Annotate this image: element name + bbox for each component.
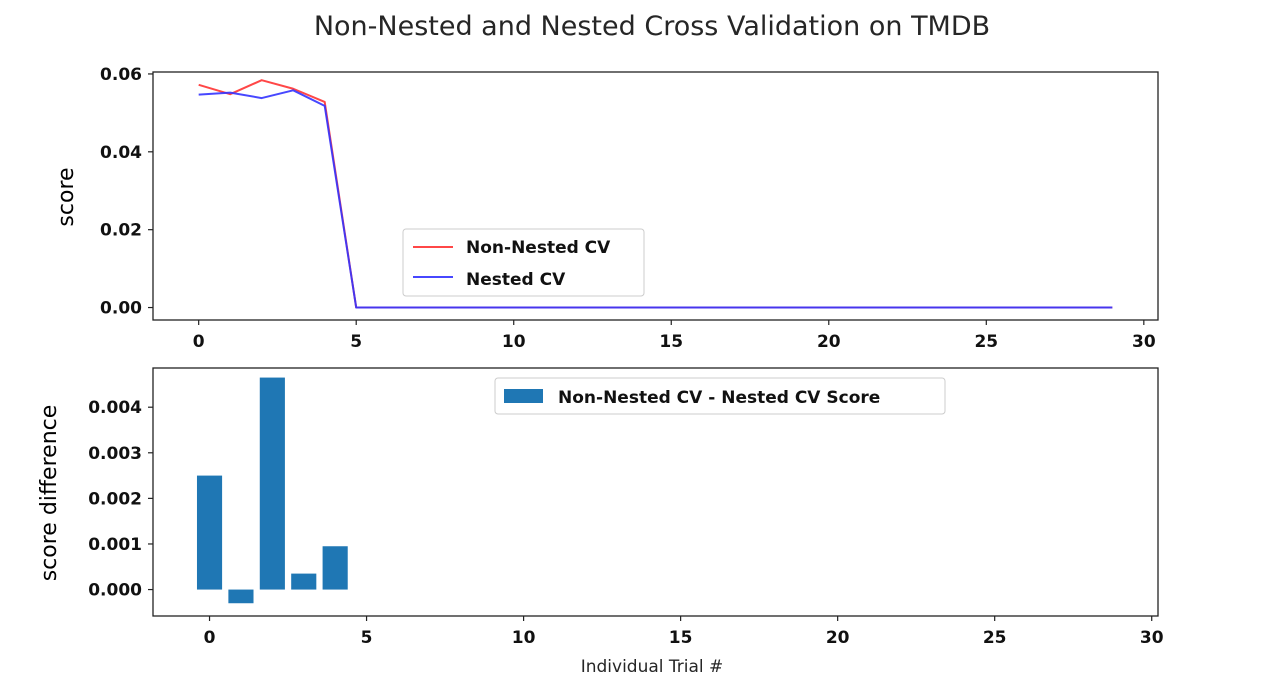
x-tick-label: 15 xyxy=(669,628,693,648)
bottom-chart-legend: Non-Nested CV - Nested CV Score xyxy=(494,377,946,415)
bottom-chart: 0 5 10 15 20 25 30 0.000 0.001 0.002 0.003 0.004 s… xyxy=(37,367,1164,677)
x-tick-label: 5 xyxy=(350,332,362,352)
x-tick-label: 20 xyxy=(826,628,850,648)
top-chart-x-ticks: 0 5 10 15 20 25 30 xyxy=(193,320,1156,352)
x-tick-label: 0 xyxy=(204,628,216,648)
bottom-chart-x-ticks: 0 5 10 15 20 25 30 xyxy=(204,616,1164,648)
y-tick-label: 0.001 xyxy=(88,535,142,555)
legend-label-non-nested-cv: Non-Nested CV xyxy=(466,238,611,258)
x-tick-label: 10 xyxy=(512,628,536,648)
y-tick-label: 0.002 xyxy=(88,489,142,509)
top-chart-frame xyxy=(152,71,1159,321)
bottom-chart-x-axis-label: Individual Trial # xyxy=(581,657,724,677)
bar xyxy=(322,546,348,590)
x-tick-label: 30 xyxy=(1132,332,1156,352)
y-tick-label: 0.04 xyxy=(100,143,142,163)
x-tick-label: 20 xyxy=(817,332,841,352)
y-tick-label: 0.00 xyxy=(100,299,142,319)
bottom-chart-y-axis-label: score difference xyxy=(37,405,62,582)
bottom-chart-bars xyxy=(196,377,348,604)
x-tick-label: 10 xyxy=(502,332,526,352)
bottom-chart-legend-box xyxy=(494,377,946,415)
bar xyxy=(196,475,223,590)
y-tick-label: 0.000 xyxy=(88,581,142,601)
top-chart-y-ticks: 0.00 0.02 0.04 0.06 xyxy=(100,65,153,319)
legend-label-nested-cv: Nested CV xyxy=(466,270,566,290)
top-chart: 0 5 10 15 20 25 30 0.00 0.02 0.04 0.06 score Non-… xyxy=(54,65,1159,352)
top-chart-legend-box xyxy=(402,228,645,297)
y-tick-label: 0.004 xyxy=(88,398,142,418)
x-tick-label: 15 xyxy=(659,332,683,352)
y-tick-label: 0.06 xyxy=(100,65,142,85)
legend-label-score-difference: Non-Nested CV - Nested CV Score xyxy=(558,388,880,408)
series-line-non-nested-cv xyxy=(198,79,1113,309)
top-chart-y-axis-label: score xyxy=(54,167,79,226)
top-chart-series xyxy=(198,79,1113,309)
bar xyxy=(259,377,285,590)
x-tick-label: 5 xyxy=(361,628,373,648)
chart-title: Non-Nested and Nested Cross Validation o… xyxy=(314,11,990,42)
bar xyxy=(291,573,317,590)
y-tick-label: 0.003 xyxy=(88,444,142,464)
bar xyxy=(228,589,254,604)
bottom-chart-y-ticks: 0.000 0.001 0.002 0.003 0.004 xyxy=(88,398,153,601)
x-tick-label: 25 xyxy=(974,332,998,352)
y-tick-label: 0.02 xyxy=(100,221,142,241)
x-tick-label: 0 xyxy=(193,332,205,352)
x-tick-label: 30 xyxy=(1140,628,1164,648)
top-chart-legend: Non-Nested CV Nested CV xyxy=(402,228,645,297)
series-line-nested-cv xyxy=(198,89,1113,309)
bottom-chart-frame xyxy=(152,367,1159,617)
legend-swatch-score-difference xyxy=(504,389,543,403)
x-tick-label: 25 xyxy=(983,628,1007,648)
